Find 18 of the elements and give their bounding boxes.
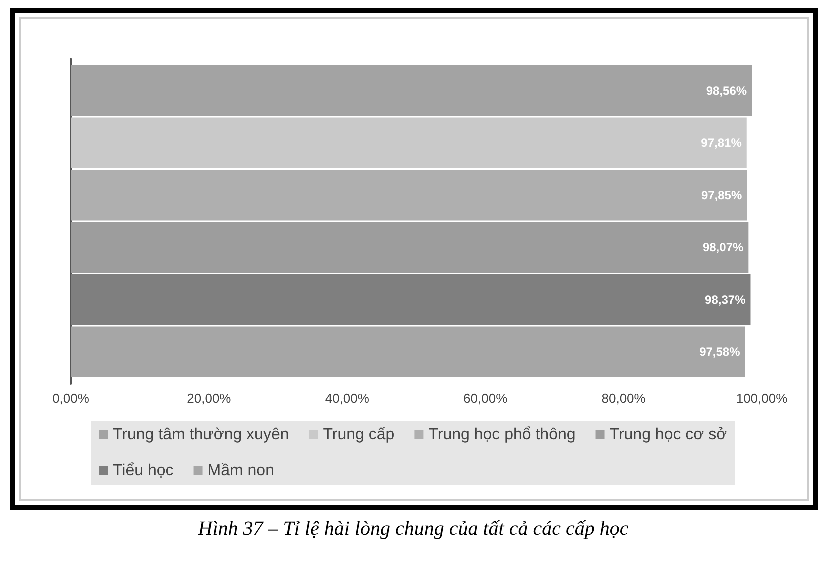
text: Hình 37 – Tỉ lệ hài lòng chung của tất cả các cấp học <box>197 518 630 541</box>
x-tick-label: 60,00% <box>463 391 508 406</box>
legend-label: Trung học phổ thông <box>428 426 576 444</box>
data-label: 98,37% <box>704 292 746 307</box>
legend-label: Mầm non <box>207 462 274 480</box>
data-label: 97,85% <box>700 188 742 202</box>
x-tick-label: 20,00% <box>186 391 232 406</box>
data-label: 98,56% <box>706 84 747 98</box>
legend-label: Trung tâm thường xuyên <box>112 426 289 444</box>
x-tick-label: 80,00% <box>601 391 646 406</box>
x-tick-label: 100,00% <box>736 391 788 406</box>
x-tick-label: 40,00% <box>324 391 370 406</box>
data-label: 98,07% <box>702 240 744 255</box>
legend-label: Trung học cơ sở <box>609 426 728 444</box>
x-tick-label: 0,00% <box>52 391 90 406</box>
legend-label: Trung cấp <box>322 426 394 444</box>
data-label: 97,58% <box>699 345 740 360</box>
legend-label: Tiểu học <box>112 462 174 480</box>
